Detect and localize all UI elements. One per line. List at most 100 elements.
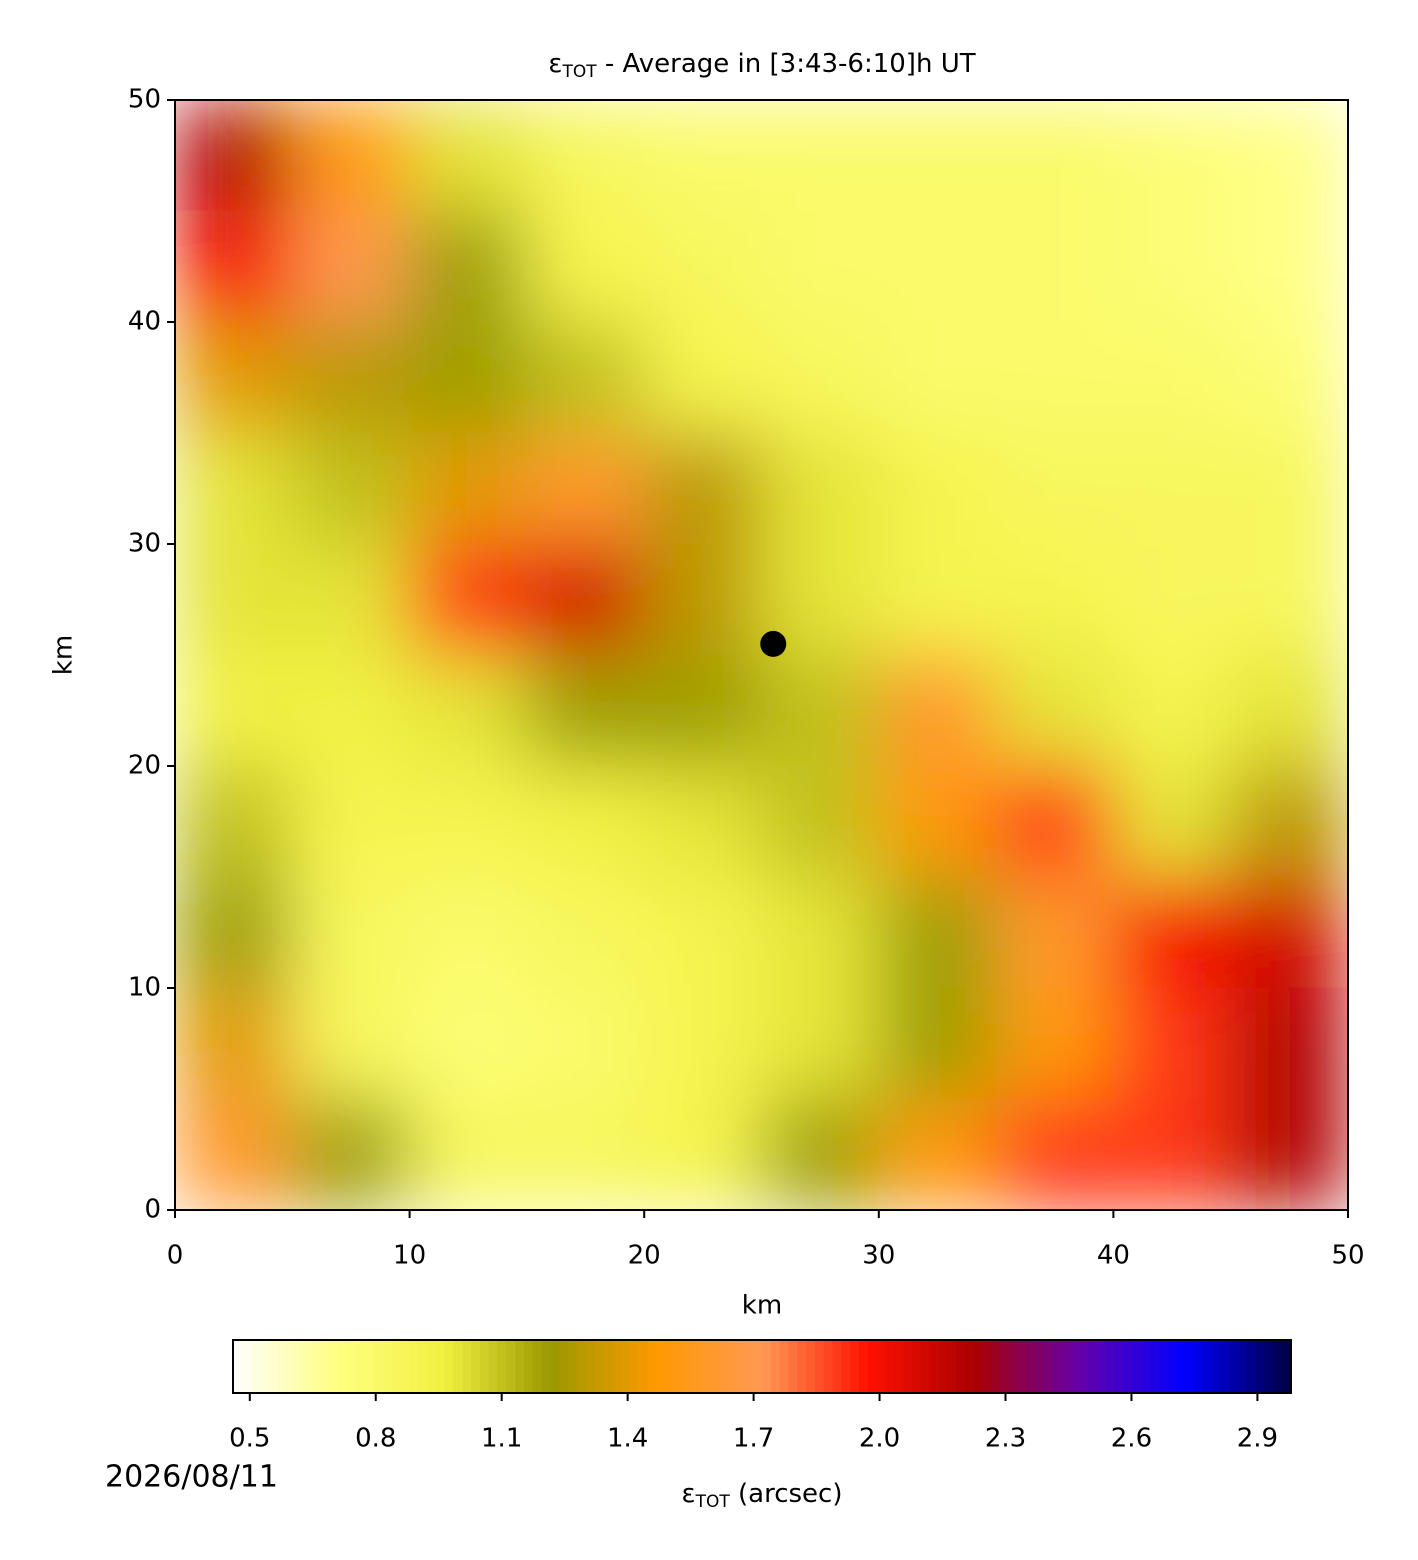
colorbar-swatch	[1194, 1340, 1204, 1393]
heat-cell	[291, 654, 411, 767]
heat-cell	[409, 654, 528, 767]
colorbar-swatch	[294, 1340, 305, 1393]
heat-cell	[995, 543, 1114, 656]
y-tick-label: 30	[128, 529, 161, 559]
colorbar-swatch	[550, 1340, 560, 1393]
heat-cell	[761, 765, 880, 878]
heat-cell	[878, 543, 997, 656]
heat-cell	[878, 654, 997, 767]
colorbar-swatch	[462, 1340, 472, 1393]
colorbar-swatch	[259, 1340, 269, 1393]
colorbar-swatch	[1220, 1340, 1230, 1393]
heat-cell	[761, 100, 880, 212]
colorbar-swatch	[638, 1340, 648, 1393]
heat-cell	[761, 654, 880, 767]
colorbar-swatch	[850, 1340, 860, 1393]
colorbar-swatch	[1044, 1340, 1054, 1393]
colorbar-swatch	[938, 1340, 948, 1393]
colorbar-swatch	[797, 1340, 807, 1393]
heat-cell	[1230, 210, 1348, 323]
heat-cell	[291, 987, 411, 1100]
colorbar-swatch	[656, 1340, 666, 1393]
heat-cell	[409, 543, 528, 656]
colorbar-swatch	[753, 1340, 763, 1393]
colorbar-swatch	[435, 1340, 446, 1393]
colorbar-swatch	[568, 1340, 578, 1393]
colorbar-swatch	[418, 1340, 428, 1393]
heat-cell	[526, 321, 645, 434]
x-tick-label: 20	[628, 1241, 661, 1271]
colorbar-swatch	[365, 1340, 375, 1393]
colorbar-swatch	[559, 1340, 569, 1393]
colorbar-swatch	[947, 1340, 957, 1393]
heat-cell	[291, 765, 411, 878]
heat-cell	[878, 432, 997, 545]
heat-cell	[878, 876, 997, 989]
colorbar-swatch	[1070, 1340, 1080, 1393]
colorbar-swatch	[911, 1340, 922, 1393]
x-tick-label: 50	[1331, 1241, 1364, 1271]
colorbar-tick-label: 2.0	[859, 1424, 900, 1454]
heat-cell	[1112, 987, 1232, 1100]
heat-cell	[995, 210, 1114, 323]
colorbar-swatch	[471, 1340, 481, 1393]
colorbar-swatch	[1132, 1340, 1142, 1393]
colorbar-swatch	[955, 1340, 966, 1393]
colorbar-swatch	[1123, 1340, 1133, 1393]
colorbar-swatch	[1158, 1340, 1169, 1393]
colorbar-swatch	[709, 1340, 719, 1393]
heat-cell	[1230, 987, 1348, 1100]
colorbar-swatch	[479, 1340, 490, 1393]
heat-cell	[175, 210, 293, 323]
colorbar-swatch	[1026, 1340, 1036, 1393]
heat-cell	[1230, 876, 1348, 989]
heat-cell	[1230, 432, 1348, 545]
heat-cell	[995, 765, 1114, 878]
colorbar-swatch	[1229, 1340, 1239, 1393]
colorbar-tick-label: 2.3	[985, 1424, 1026, 1454]
colorbar-swatch	[1088, 1340, 1098, 1393]
colorbar-swatch	[1141, 1340, 1151, 1393]
heat-cell	[1230, 100, 1348, 212]
site-marker	[760, 630, 787, 657]
heat-cell	[175, 321, 293, 434]
heat-cell	[1230, 765, 1348, 878]
colorbar-swatch	[603, 1340, 613, 1393]
heat-cell	[409, 321, 528, 434]
colorbar-swatch	[312, 1340, 322, 1393]
x-axis-label: km	[742, 1291, 782, 1321]
colorbar-swatch	[920, 1340, 931, 1393]
heat-cell	[291, 210, 411, 323]
heat-cell	[761, 210, 880, 323]
colorbar-swatch	[1008, 1340, 1019, 1393]
colorbar-swatch	[1105, 1340, 1116, 1393]
x-tick-label: 30	[862, 1241, 895, 1271]
heat-cell	[1112, 210, 1232, 323]
colorbar-swatch	[233, 1340, 243, 1393]
heat-cell	[409, 210, 528, 323]
colorbar-tick-label: 1.1	[481, 1424, 522, 1454]
colorbar-swatch	[726, 1340, 737, 1393]
heat-cell	[291, 543, 411, 656]
heat-cell	[1230, 543, 1348, 656]
heat-cell	[175, 765, 293, 878]
heat-cell	[643, 210, 762, 323]
y-tick-label: 50	[128, 85, 161, 115]
y-tick-label: 40	[128, 307, 161, 337]
heat-cell	[291, 876, 411, 989]
heat-cell	[526, 987, 645, 1100]
colorbar-swatch	[241, 1340, 252, 1393]
colorbar-swatch	[770, 1340, 781, 1393]
colorbar-swatch	[717, 1340, 728, 1393]
heatmap-cells	[175, 100, 1348, 1210]
heat-cell	[995, 654, 1114, 767]
heat-cell	[1112, 1098, 1232, 1210]
heat-cell	[1112, 765, 1232, 878]
heat-cell	[1112, 654, 1232, 767]
colorbar-tick-label: 0.5	[229, 1424, 270, 1454]
colorbar-swatch	[1114, 1340, 1125, 1393]
colorbar-swatch	[1017, 1340, 1028, 1393]
colorbar-swatch	[409, 1340, 419, 1393]
heat-cell	[878, 100, 997, 212]
colorbar-swatch	[515, 1340, 525, 1393]
